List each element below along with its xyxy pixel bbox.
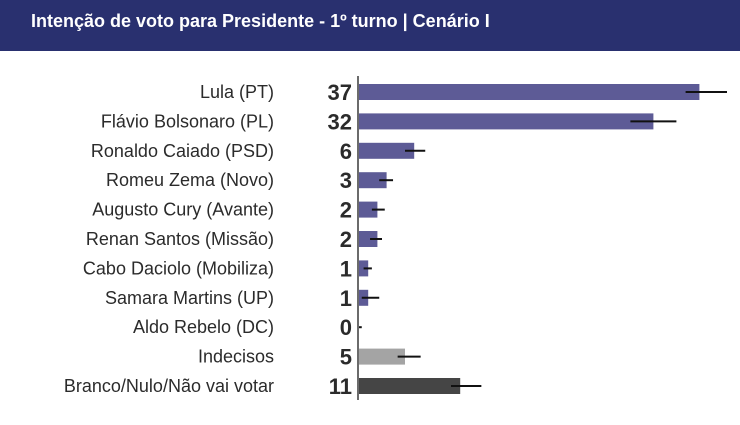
category-label: Romeu Zema (Novo) — [106, 170, 274, 190]
bar — [359, 348, 405, 365]
category-label: Augusto Cury (Avante) — [92, 200, 274, 220]
category-label: Lula (PT) — [200, 82, 274, 102]
bar — [359, 378, 461, 394]
chart-title: Intenção de voto para Presidente - 1º tu… — [31, 11, 490, 31]
value-label: 1 — [340, 256, 352, 281]
value-label: 11 — [329, 374, 352, 399]
bar — [359, 231, 378, 247]
bar — [359, 84, 700, 100]
bar — [359, 201, 378, 218]
bar — [359, 113, 654, 130]
value-label: 3 — [340, 168, 352, 193]
value-label: 37 — [328, 80, 352, 105]
bar — [359, 142, 415, 159]
value-label: 1 — [340, 286, 352, 311]
category-label: Samara Martins (UP) — [105, 288, 274, 308]
category-label: Flávio Bolsonaro (PL) — [101, 111, 274, 131]
category-label: Ronaldo Caiado (PSD) — [91, 141, 274, 161]
chart-header: Intenção de voto para Presidente - 1º tu… — [0, 0, 740, 51]
category-label: Aldo Rebelo (DC) — [133, 317, 274, 337]
category-label: Renan Santos (Missão) — [86, 229, 274, 249]
value-label: 6 — [340, 139, 352, 164]
category-label: Cabo Daciolo (Mobiliza) — [83, 258, 274, 278]
bar — [359, 172, 387, 189]
value-label: 2 — [340, 227, 352, 252]
value-label: 0 — [340, 315, 352, 340]
category-label: Indecisos — [198, 347, 274, 367]
value-label: 32 — [328, 109, 352, 134]
category-label: Branco/Nulo/Não vai votar — [64, 376, 274, 396]
value-label: 2 — [340, 198, 352, 223]
value-label: 5 — [340, 345, 352, 370]
